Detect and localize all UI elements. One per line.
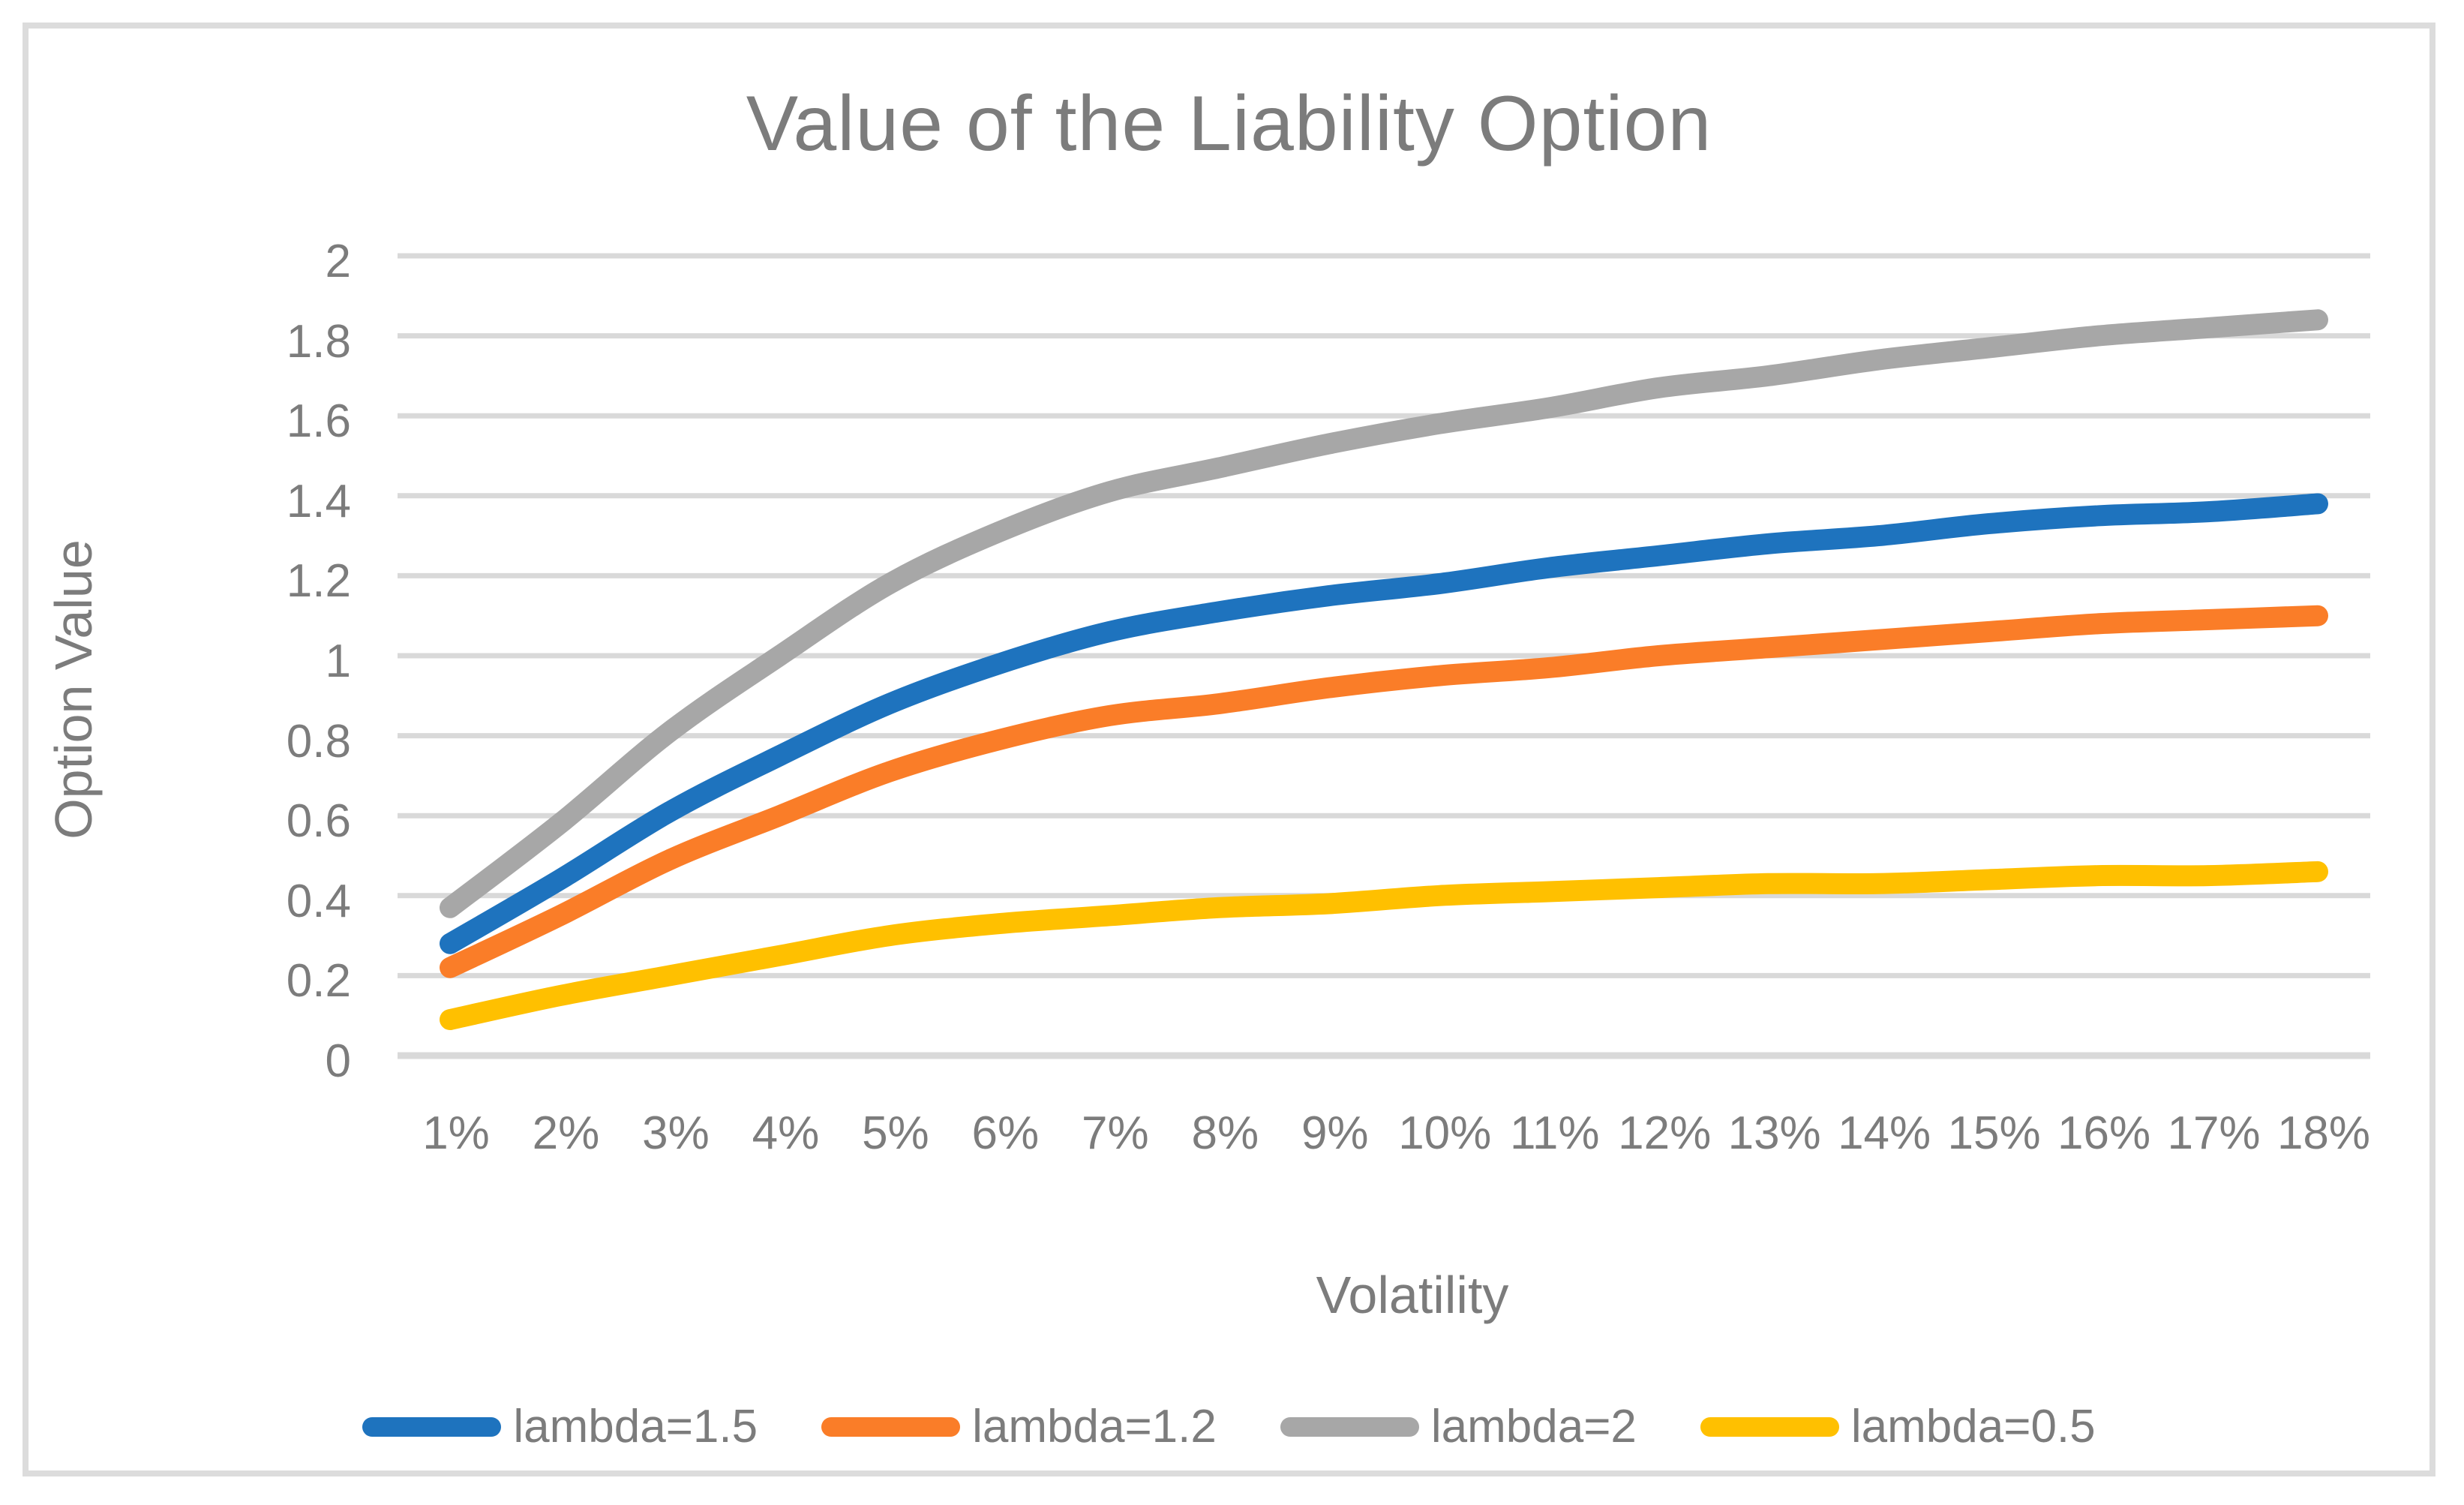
series-line-lambda=1.5 bbox=[440, 493, 2328, 954]
legend-item-lambda=2: lambda=2 bbox=[1280, 1400, 1637, 1453]
x-tick-label: 3% bbox=[642, 1107, 710, 1159]
x-tick-label: 11% bbox=[1509, 1107, 1600, 1159]
x-tick-label: 12% bbox=[1618, 1107, 1712, 1159]
y-tick-label: 1 bbox=[325, 635, 351, 687]
x-tick-label: 2% bbox=[532, 1107, 600, 1159]
legend-swatch-icon bbox=[821, 1416, 961, 1437]
chart-frame: Value of the Liability Option 0 0.2 0.4 0.6… bbox=[23, 23, 2435, 1476]
legend-label: lambda=1.2 bbox=[972, 1401, 1217, 1452]
chart-title: Value of the Liability Option bbox=[746, 80, 1712, 167]
legend-swatch-icon bbox=[1280, 1416, 1419, 1437]
legend-item-lambda=0.5: lambda=0.5 bbox=[1700, 1400, 2096, 1453]
legend-label: lambda=1.5 bbox=[513, 1401, 758, 1452]
series-line-lambda=2 bbox=[440, 309, 2328, 918]
x-tick-label: 6% bbox=[971, 1107, 1040, 1159]
x-tick-label: 10% bbox=[1398, 1107, 1492, 1159]
legend-item-lambda=1.2: lambda=1.2 bbox=[821, 1400, 1217, 1453]
x-tick-label: 9% bbox=[1301, 1107, 1369, 1159]
x-tick-label: 8% bbox=[1191, 1107, 1259, 1159]
y-tick-label: 0.2 bbox=[286, 955, 351, 1008]
legend-item-lambda=1.5: lambda=1.5 bbox=[362, 1400, 758, 1453]
x-axis-title: Volatility bbox=[1316, 1266, 1509, 1324]
legend-swatch-icon bbox=[362, 1416, 502, 1437]
legend-label: lambda=2 bbox=[1430, 1401, 1637, 1452]
y-tick-label: 1.2 bbox=[286, 555, 351, 608]
y-tick-label: 0 bbox=[325, 1035, 351, 1087]
y-tick-label: 1.6 bbox=[286, 395, 351, 448]
y-tick-label: 0.8 bbox=[286, 715, 351, 768]
legend: lambda=1.5 lambda=1.2 lambda=2 lambda=0.5 bbox=[29, 1400, 2429, 1453]
series-line-lambda=0.5 bbox=[440, 861, 2328, 1031]
y-tick-label: 0.4 bbox=[286, 875, 351, 927]
x-tick-label: 15% bbox=[1947, 1107, 2041, 1159]
x-tick-label: 16% bbox=[2057, 1107, 2151, 1159]
x-tick-label: 7% bbox=[1082, 1107, 1149, 1159]
legend-label: lambda=0.5 bbox=[1850, 1401, 2096, 1452]
series-line-lambda=1.2 bbox=[440, 605, 2328, 978]
x-tick-label: 18% bbox=[2276, 1107, 2371, 1159]
x-tick-label: 14% bbox=[1838, 1107, 1931, 1159]
y-tick-label: 0.6 bbox=[286, 795, 351, 848]
x-tick-label: 1% bbox=[422, 1107, 490, 1159]
y-tick-label: 1.4 bbox=[286, 475, 351, 527]
y-tick-label: 1.8 bbox=[286, 315, 351, 368]
x-tick-label: 13% bbox=[1727, 1107, 1821, 1159]
x-tick-label: 17% bbox=[2167, 1107, 2261, 1159]
x-tick-label: 4% bbox=[752, 1107, 820, 1159]
y-axis-title: Option Value bbox=[44, 539, 103, 840]
x-tick-label: 5% bbox=[862, 1107, 929, 1159]
y-tick-label: 2 bbox=[325, 236, 351, 287]
legend-swatch-icon bbox=[1700, 1416, 1839, 1437]
